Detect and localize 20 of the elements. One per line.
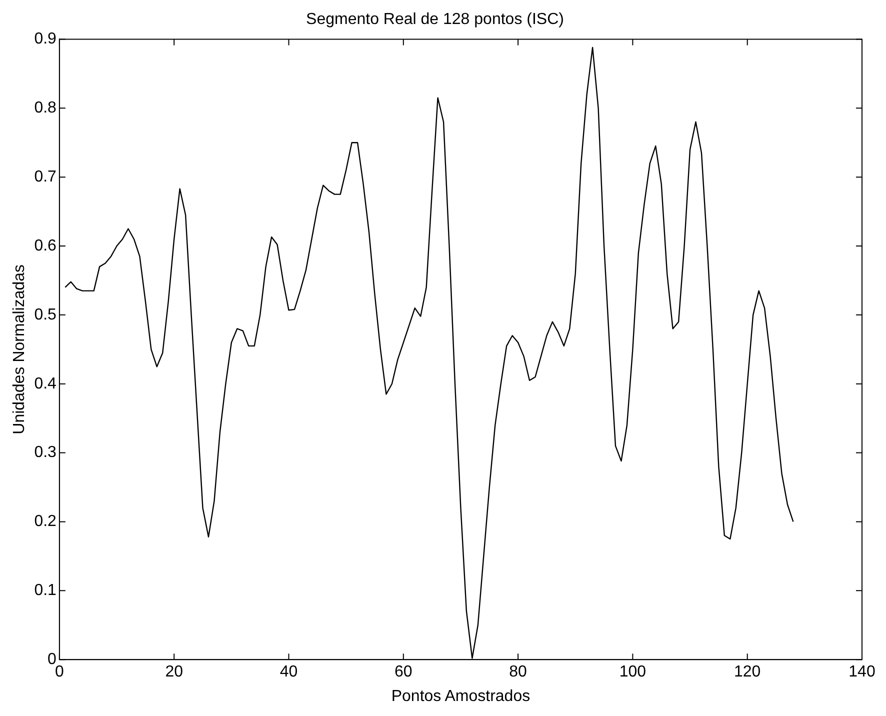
chart-title: Segmento Real de 128 pontos (ISC) <box>306 11 564 28</box>
y-tick-label: 0.8 <box>34 100 57 117</box>
x-tick-label: 40 <box>280 664 298 681</box>
y-tick-label: 0.9 <box>34 30 57 48</box>
x-tick-label: 120 <box>734 664 761 681</box>
y-tick-label: 0.6 <box>34 237 57 254</box>
x-tick-label: 20 <box>165 664 184 681</box>
y-tick-label: 0.4 <box>34 375 57 392</box>
y-tick-label: 0.1 <box>34 582 57 600</box>
y-axis-title: Unidades Normalizadas <box>11 264 28 434</box>
y-tick-label: 0.5 <box>34 306 57 324</box>
y-tick-label: 0.3 <box>34 444 57 462</box>
x-tick-label: 100 <box>619 664 646 681</box>
x-tick-label: 140 <box>848 664 876 681</box>
y-tick-label: 0.7 <box>34 168 57 186</box>
x-tick-label: 60 <box>394 664 412 681</box>
x-axis-title: Pontos Amostrados <box>391 688 530 705</box>
x-tick-label: 80 <box>509 664 528 681</box>
y-tick-label: 0 <box>48 651 57 668</box>
y-tick-label: 0.2 <box>34 513 57 530</box>
